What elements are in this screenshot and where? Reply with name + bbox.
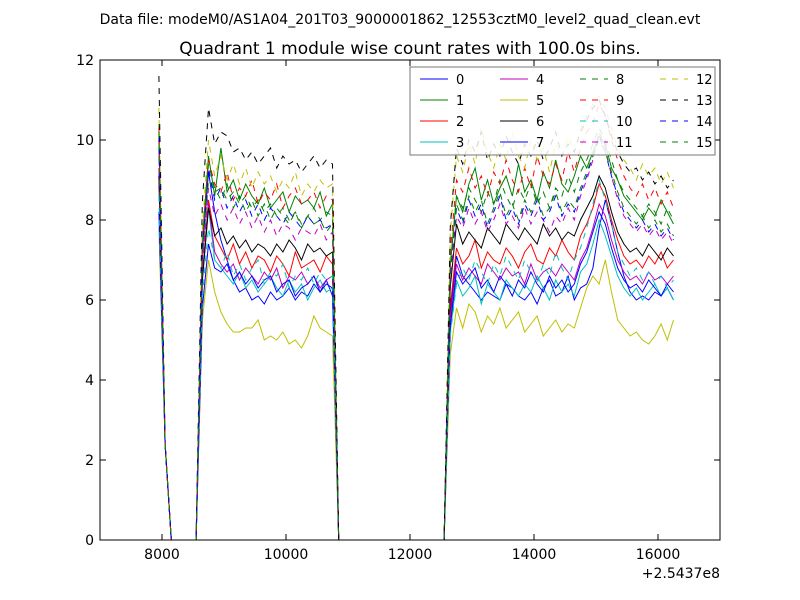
legend-label: 7: [536, 136, 544, 151]
x-offset-text: +2.5437e8: [642, 566, 720, 582]
x-tick-label: 16000: [636, 547, 681, 563]
series-line-10: [158, 178, 674, 541]
x-tick-label: 14000: [512, 547, 557, 563]
y-tick-label: 4: [85, 373, 94, 389]
series-line-9: [158, 102, 674, 541]
legend-label: 2: [456, 115, 464, 130]
y-tick-label: 2: [85, 453, 94, 469]
legend-label: 12: [696, 73, 713, 88]
legend-label: 8: [616, 73, 624, 88]
x-tick-label: 8000: [144, 547, 180, 563]
x-tick-label: 10000: [264, 547, 309, 563]
y-tick-label: 8: [85, 213, 94, 229]
series-line-12: [158, 95, 674, 541]
legend-label: 10: [616, 115, 633, 130]
series-line-0: [158, 139, 674, 541]
legend-label: 13: [696, 94, 713, 109]
series-line-15: [158, 131, 674, 541]
chart-title: Quadrant 1 module wise count rates with …: [179, 39, 640, 59]
legend-label: 4: [536, 73, 544, 88]
legend-label: 15: [696, 136, 713, 151]
legend-label: 0: [456, 73, 464, 88]
legend-label: 5: [536, 94, 544, 109]
series-line-3: [158, 175, 674, 541]
series-line-5: [158, 227, 674, 541]
legend-label: 1: [456, 94, 464, 109]
legend-label: 3: [456, 136, 464, 151]
legend-label: 11: [616, 136, 633, 151]
x-tick-label: 12000: [388, 547, 433, 563]
suptitle: Data file: modeM0/AS1A04_201T03_90000018…: [100, 12, 701, 28]
y-tick-label: 12: [76, 53, 94, 69]
legend-label: 14: [696, 115, 713, 130]
y-tick-label: 10: [76, 133, 94, 149]
legend-label: 9: [616, 94, 624, 109]
legend-label: 6: [536, 115, 544, 130]
y-tick-label: 6: [85, 293, 94, 309]
series-line-2: [158, 167, 674, 541]
series-line-4: [158, 171, 674, 541]
legend-box: [409, 66, 716, 156]
series-line-7: [158, 210, 674, 541]
y-tick-label: 0: [85, 533, 94, 549]
